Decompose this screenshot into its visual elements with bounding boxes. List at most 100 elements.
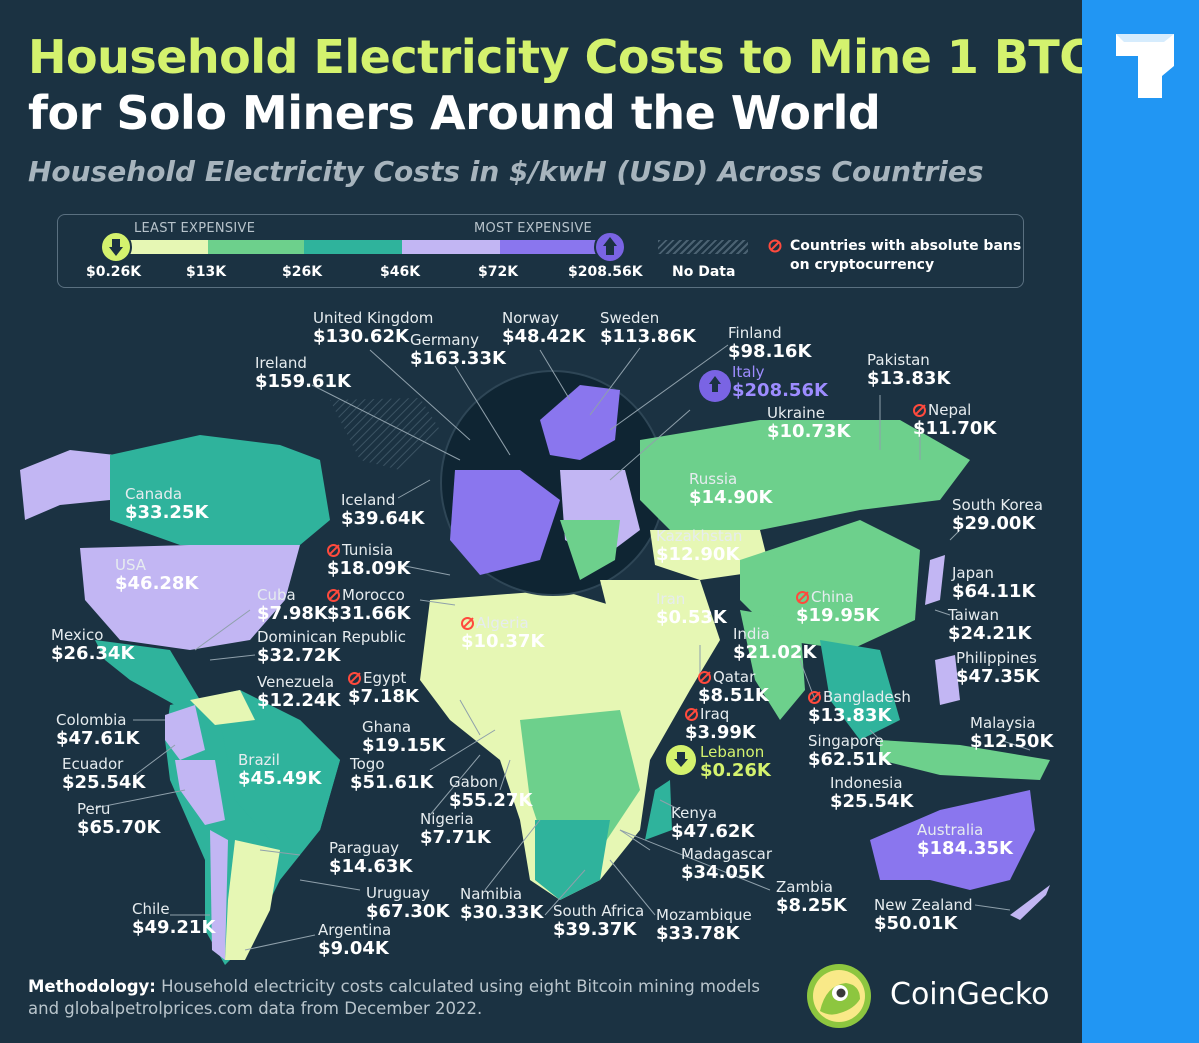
legend-band-4: [402, 240, 500, 254]
balkans-shape: [560, 520, 620, 580]
legend-stop-3: $26K: [282, 264, 323, 280]
label-japan: Japan $64.11K: [952, 564, 1036, 602]
label-gabon: Gabon $55.27K: [449, 773, 533, 811]
legend-most-label: MOST EXPENSIVE: [474, 221, 593, 236]
usa-shape: [80, 545, 300, 650]
label-madagascar: Madagascar $34.05K: [681, 845, 772, 883]
label-zambia: Zambia $8.25K: [776, 878, 847, 916]
india-shape: [740, 610, 805, 720]
label-italy: Italy $208.56K: [732, 363, 828, 401]
side-strip: [1082, 0, 1199, 1043]
label-paraguay: Paraguay $14.63K: [329, 839, 413, 877]
legend-box: LEAST EXPENSIVE MOST EXPENSIVE $0.26K $1…: [57, 214, 1024, 288]
label-morocco: Morocco $31.66K: [327, 586, 411, 624]
mexico-shape: [95, 640, 200, 705]
label-taiwan: Taiwan $24.21K: [948, 606, 1032, 644]
legend-stop-4: $46K: [380, 264, 421, 280]
canada-shape: [110, 435, 330, 548]
methodology-text-1: Household electricity costs calculated u…: [161, 977, 760, 996]
label-ukraine: Ukraine $10.73K: [767, 404, 851, 442]
label-ireland: Ireland $159.61K: [255, 354, 351, 392]
chile-shape: [210, 830, 228, 960]
japan-shape: [925, 555, 945, 605]
infographic-poster: Household Electricity Costs to Mine 1 BT…: [0, 0, 1082, 1043]
brazil-shape: [220, 720, 340, 840]
legend-stop-6: $208.56K: [568, 264, 643, 280]
label-lebanon: Lebanon $0.26K: [700, 743, 771, 781]
label-nepal: Nepal $11.70K: [913, 401, 997, 439]
label-russia: Russia $14.90K: [689, 470, 773, 508]
no-data-swatch: [658, 240, 748, 254]
title-line-2: for Solo Miners Around the World: [28, 86, 881, 140]
label-iran: Iran $0.53K: [656, 590, 727, 628]
methodology-note: Methodology: Household electricity costs…: [28, 976, 760, 1020]
methodology-label: Methodology:: [28, 977, 156, 996]
label-tunisia: Tunisia $18.09K: [327, 541, 411, 579]
greenland-shape: [330, 398, 440, 470]
western-europe-shape: [450, 470, 560, 575]
label-uruguay: Uruguay $67.30K: [366, 884, 450, 922]
label-mexico: Mexico $26.34K: [51, 626, 135, 664]
label-togo: Togo $51.61K: [350, 755, 434, 793]
label-germany: Germany $163.33K: [410, 331, 506, 369]
label-ecuador: Ecuador $25.54K: [62, 755, 146, 793]
venezuela-shape: [190, 690, 255, 725]
label-kazakhstan: Kazakhstan $12.90K: [656, 527, 743, 565]
label-dominican-republic: Dominican Republic $32.72K: [257, 628, 407, 666]
label-china: China $19.95K: [796, 588, 880, 626]
indonesia-shape: [880, 740, 1050, 780]
middle-east-shape: [600, 580, 720, 690]
label-namibia: Namibia $30.33K: [460, 885, 544, 923]
legend-stop-2: $13K: [186, 264, 227, 280]
legend-stop-5: $72K: [478, 264, 519, 280]
least-expensive-marker-icon: [100, 231, 132, 263]
label-algeria: Algeria $10.37K: [461, 614, 545, 652]
label-kenya: Kenya $47.62K: [671, 804, 755, 842]
scandinavia-shape: [540, 385, 620, 460]
label-south-africa: South Africa $39.37K: [553, 902, 645, 940]
label-mozambique: Mozambique $33.78K: [656, 906, 752, 944]
label-philippines: Philippines $47.35K: [956, 649, 1040, 687]
label-india: India $21.02K: [733, 625, 817, 663]
most-expensive-marker-icon: [594, 231, 626, 263]
argentina-shape: [225, 840, 280, 960]
label-pakistan: Pakistan $13.83K: [867, 351, 951, 389]
label-chile: Chile $49.21K: [132, 900, 216, 938]
colombia-shape: [165, 705, 205, 760]
australia-shape: [870, 790, 1035, 890]
label-venezuela: Venezuela $12.24K: [257, 673, 341, 711]
label-south-korea: South Korea $29.00K: [952, 496, 1043, 534]
world-map: [20, 344, 1050, 965]
label-australia: Australia $184.35K: [917, 821, 1013, 859]
subtitle: Household Electricity Costs in $/kwH (US…: [28, 155, 984, 188]
peru-shape: [175, 760, 225, 825]
legend-band-2: [208, 240, 304, 254]
label-qatar: Qatar $8.51K: [698, 668, 769, 706]
label-canada: Canada $33.25K: [125, 485, 209, 523]
label-peru: Peru $65.70K: [77, 800, 161, 838]
coingecko-logo-icon: [807, 964, 871, 1028]
methodology-text-2: and globalpetrolprices.com data from Dec…: [28, 999, 483, 1018]
southern-africa-shape: [535, 820, 610, 900]
label-iraq: Iraq $3.99K: [685, 705, 756, 743]
label-egypt: Egypt $7.18K: [348, 669, 419, 707]
madagascar-shape: [645, 780, 672, 840]
russia-shape: [640, 420, 970, 540]
label-new-zealand: New Zealand $50.01K: [874, 896, 973, 934]
label-sweden: Sweden $113.86K: [600, 309, 696, 347]
ban-icon: [768, 239, 782, 253]
label-argentina: Argentina $9.04K: [318, 921, 392, 959]
legend-stop-1: $0.26K: [86, 264, 142, 280]
label-bangladesh: Bangladesh $13.83K: [808, 688, 911, 726]
legend-least-label: LEAST EXPENSIVE: [134, 221, 256, 236]
label-norway: Norway $48.42K: [502, 309, 586, 347]
no-data-label: No Data: [672, 264, 736, 280]
publisher-logo-icon: [1116, 34, 1174, 98]
label-usa: USA $46.28K: [115, 556, 199, 594]
label-united-kingdom: United Kingdom $130.62K: [313, 309, 434, 347]
leader-lines: [94, 344, 1031, 951]
label-iceland: Iceland $39.64K: [341, 491, 425, 529]
ban-legend: Countries with absolute bans on cryptocu…: [768, 237, 1021, 275]
label-ghana: Ghana $19.15K: [362, 718, 446, 756]
label-nigeria: Nigeria $7.71K: [420, 810, 491, 848]
